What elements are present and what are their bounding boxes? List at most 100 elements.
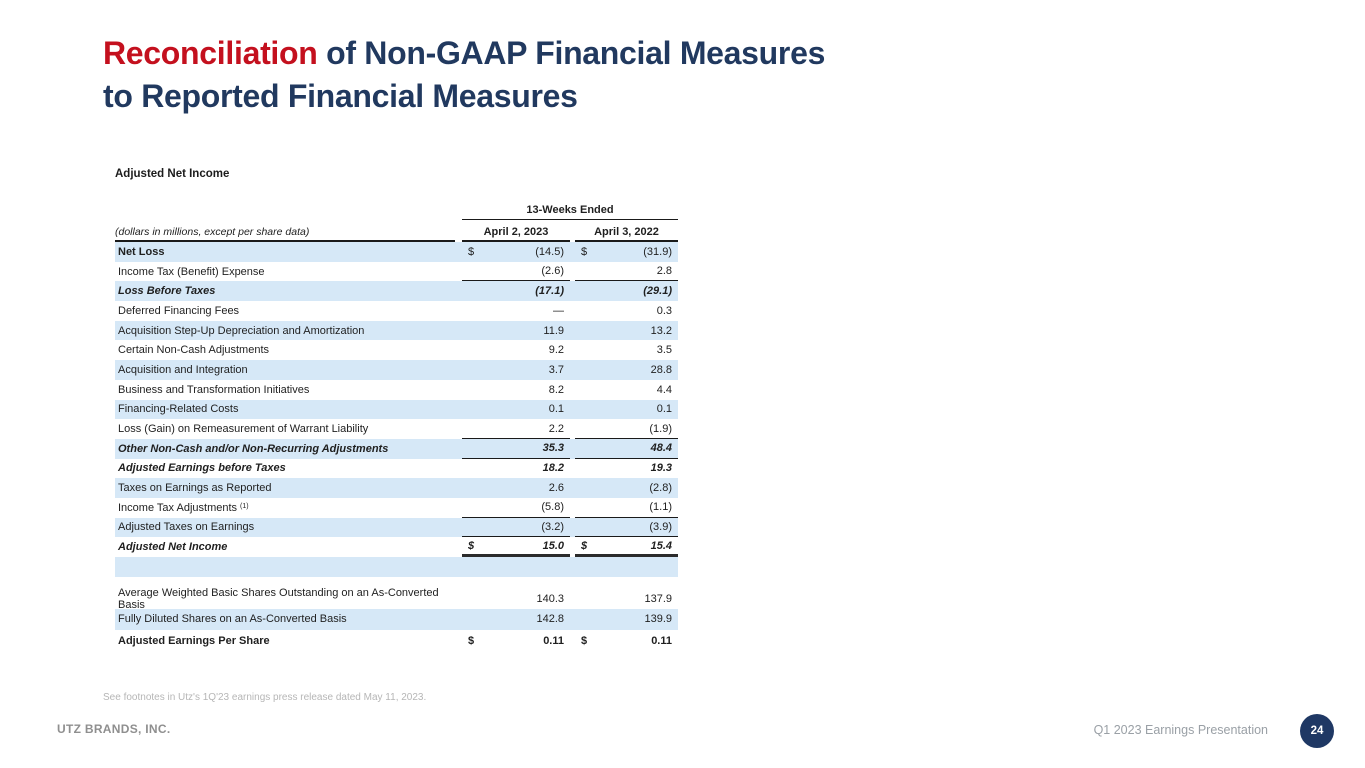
- value-2023: 35.3: [462, 439, 570, 459]
- value-2022: 137.9: [644, 592, 672, 605]
- footer-company-name: UTZ BRANDS, INC.: [57, 722, 171, 736]
- table-body: Net Loss $ (14.5) $ (31.9) Income Tax (Benefi…: [115, 242, 678, 577]
- table-row: Acquisition and Integration 3.7 28.8: [115, 360, 678, 380]
- column-gap: [455, 281, 462, 301]
- column-gap: [455, 400, 462, 420]
- row-label: Business and Transformation Initiatives: [118, 383, 310, 396]
- dollar-sign: $: [468, 245, 475, 258]
- row-label: Other Non-Cash and/or Non-Recurring Adju…: [118, 442, 389, 455]
- table-spacer-row: [115, 557, 678, 577]
- value-2023: $15.0: [462, 537, 570, 557]
- column-header-2023: April 2, 2023: [462, 220, 570, 242]
- title-highlight: Reconciliation: [103, 35, 318, 71]
- dollar-sign: $: [468, 539, 475, 552]
- value-2022: 28.8: [650, 363, 672, 376]
- value-2023: (3.2): [462, 518, 570, 538]
- column-gap: [455, 262, 462, 282]
- table-row: Fully Diluted Shares on an As-Converted …: [115, 609, 678, 630]
- value-2022: $15.4: [575, 537, 678, 557]
- value-2023: 140.3: [536, 592, 564, 605]
- column-gap: [455, 419, 462, 439]
- column-gap: [455, 360, 462, 380]
- value-2023: (17.1): [535, 285, 564, 298]
- value-2023: 11.9: [543, 324, 564, 337]
- row-label: Average Weighted Basic Shares Outstandin…: [118, 586, 439, 611]
- table-row: Adjusted Taxes on Earnings (3.2) (3.9): [115, 517, 678, 538]
- value-2023: (2.6): [462, 262, 570, 282]
- header-spacer: [115, 204, 462, 220]
- value-2022: 139.9: [644, 613, 672, 626]
- page-number: 24: [1310, 725, 1324, 737]
- value-2023: 2.2: [462, 419, 570, 439]
- row-label: Taxes on Earnings as Reported: [118, 482, 272, 495]
- value-2023: —: [553, 304, 564, 317]
- value-2022: [575, 557, 678, 577]
- row-label: Adjusted Net Income: [118, 541, 228, 554]
- adjusted-net-income-table: Adjusted Net Income 13-Weeks Ended (doll…: [115, 168, 678, 653]
- table-row: Acquisition Step-Up Depreciation and Amo…: [115, 320, 678, 341]
- table-row: Adjusted Earnings before Taxes 18.2 19.3: [115, 459, 678, 479]
- column-gap: [455, 498, 462, 518]
- column-gap: [455, 321, 462, 341]
- value-2023: 0.1: [548, 403, 564, 416]
- value-2022: 48.4: [575, 439, 678, 459]
- table-row: Income Tax (Benefit) Expense (2.6) 2.8: [115, 262, 678, 282]
- row-label: Certain Non-Cash Adjustments: [118, 344, 270, 357]
- title-rest: of Non-GAAP Financial Measures: [317, 35, 826, 71]
- footnote: See footnotes in Utz's 1Q'23 earnings pr…: [103, 692, 427, 703]
- table-row: Loss Before Taxes (17.1) (29.1): [115, 281, 678, 302]
- table-row: Deferred Financing Fees — 0.3: [115, 301, 678, 321]
- dollar-sign: $: [581, 539, 588, 552]
- table-column-group-header: 13-Weeks Ended: [115, 204, 678, 220]
- value-2023: 18.2: [542, 462, 564, 475]
- row-label: Loss Before Taxes: [118, 285, 216, 298]
- row-label: Adjusted Taxes on Earnings: [118, 521, 255, 534]
- row-label: Fully Diluted Shares on an As-Converted …: [118, 613, 347, 626]
- value-2022: (1.1): [575, 498, 678, 518]
- dollar-sign: $: [581, 245, 588, 258]
- column-gap: [455, 301, 462, 321]
- dollar-sign: $: [468, 635, 475, 648]
- value-2022: (3.9): [575, 518, 678, 538]
- row-label: Acquisition and Integration: [118, 363, 248, 376]
- column-gap: [455, 439, 462, 459]
- units-note: (dollars in millions, except per share d…: [115, 220, 455, 242]
- column-gap: [455, 340, 462, 360]
- table-row: Taxes on Earnings as Reported 2.6 (2.8): [115, 478, 678, 498]
- dollar-sign: $: [581, 635, 588, 648]
- column-gap: [455, 242, 462, 262]
- column-gap: [455, 609, 462, 630]
- table-row: Other Non-Cash and/or Non-Recurring Adju…: [115, 438, 678, 459]
- value-2022: 19.3: [650, 462, 672, 475]
- page-title: Reconciliation of Non-GAAP Financial Mea…: [103, 32, 825, 118]
- row-label: Adjusted Earnings Per Share: [118, 635, 270, 648]
- table-row: Financing-Related Costs 0.1 0.1: [115, 399, 678, 420]
- shares-table-body: Average Weighted Basic Shares Outstandin…: [115, 586, 678, 653]
- table-row: Net Loss $ (14.5) $ (31.9): [115, 242, 678, 262]
- value-2022: 0.3: [656, 304, 672, 317]
- row-label: Deferred Financing Fees: [118, 304, 240, 317]
- row-label: Acquisition Step-Up Depreciation and Amo…: [118, 324, 365, 337]
- value-2022: (1.9): [575, 419, 678, 439]
- value-2022: 3.5: [656, 344, 672, 357]
- weeks-ended-header: 13-Weeks Ended: [462, 204, 678, 220]
- value-2023: 9.2: [548, 344, 564, 357]
- table-row: Adjusted Earnings Per Share $0.11 $0.11: [115, 630, 678, 653]
- value-2022: 4.4: [656, 383, 672, 396]
- table-row: Income Tax Adjustments (1) (5.8) (1.1): [115, 498, 678, 518]
- value-2023: 3.7: [548, 363, 564, 376]
- table-row: Adjusted Net Income $15.0 $15.4: [115, 537, 678, 557]
- row-label: Income Tax Adjustments (1): [118, 501, 249, 514]
- column-gap: [455, 478, 462, 498]
- value-2022: $ (31.9): [581, 245, 672, 258]
- value-2023: $ (14.5): [468, 245, 564, 258]
- row-label: Financing-Related Costs: [118, 403, 239, 416]
- column-header-2022: April 3, 2022: [575, 220, 678, 242]
- column-gap: [455, 557, 462, 577]
- footnote-marker: (1): [240, 503, 249, 511]
- value-2022: $0.11: [581, 635, 672, 648]
- value-2023: 8.2: [548, 383, 564, 396]
- row-label: [115, 557, 455, 577]
- value-2022: 2.8: [575, 262, 678, 282]
